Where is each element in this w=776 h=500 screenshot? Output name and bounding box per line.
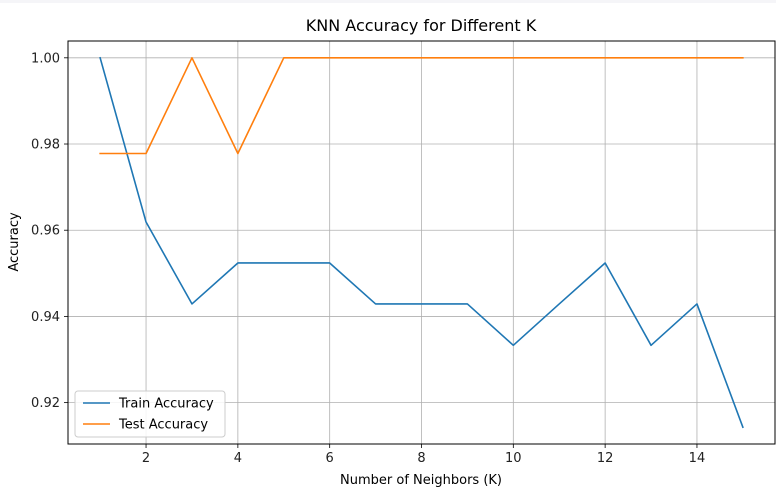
x-tick-label: 14 xyxy=(689,451,706,466)
legend: Train Accuracy Test Accuracy xyxy=(74,390,226,438)
series-line-test-accuracy xyxy=(99,57,744,155)
axis-ticks: 2 4 6 8 10 12 14 0.92 0.94 0.96 0.98 1.00 xyxy=(31,51,705,466)
series-lines xyxy=(99,56,744,429)
y-tick-label: 0.94 xyxy=(31,310,60,325)
y-tick-label: 0.96 xyxy=(31,224,60,239)
x-tick-label: 2 xyxy=(142,451,150,466)
y-tick-label: 1.00 xyxy=(31,51,60,66)
top-border xyxy=(0,0,776,3)
x-tick-label: 10 xyxy=(505,451,522,466)
y-tick-label: 0.92 xyxy=(31,396,60,411)
grid-lines xyxy=(68,41,775,444)
x-axis-label: Number of Neighbors (K) xyxy=(340,473,502,488)
legend-label-train-accuracy: Train Accuracy xyxy=(118,397,214,412)
legend-label-test-accuracy: Test Accuracy xyxy=(118,418,208,433)
chart-title: KNN Accuracy for Different K xyxy=(306,16,537,35)
x-tick-label: 12 xyxy=(597,451,614,466)
x-tick-label: 8 xyxy=(417,451,425,466)
y-axis-label: Accuracy xyxy=(7,212,22,272)
x-tick-label: 4 xyxy=(234,451,242,466)
y-tick-label: 0.98 xyxy=(31,138,60,153)
x-tick-label: 6 xyxy=(326,451,334,466)
legend-box xyxy=(74,390,226,438)
series-line-train-accuracy xyxy=(99,56,744,429)
